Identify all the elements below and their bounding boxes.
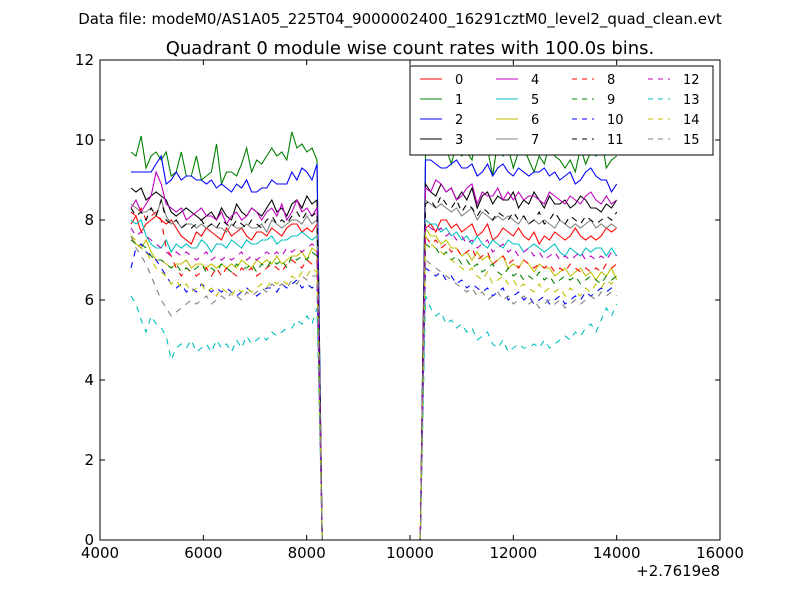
y-tick-label-2: 4 <box>84 371 94 389</box>
series-lines <box>130 114 618 541</box>
series-line-4 <box>130 170 618 541</box>
series-line-11 <box>130 194 618 541</box>
legend-label-6: 6 <box>531 113 539 128</box>
legend-box <box>409 65 714 156</box>
legend-label-15: 15 <box>683 133 700 148</box>
legend-label-8: 8 <box>607 73 615 88</box>
series-line-6 <box>130 226 618 541</box>
legend-label-4: 4 <box>531 73 539 88</box>
x-tick-label-2: 8000 <box>288 544 326 562</box>
y-tick-label-4: 8 <box>84 211 94 229</box>
series-line-14 <box>130 234 618 541</box>
legend-label-3: 3 <box>455 133 463 148</box>
legend-label-7: 7 <box>531 133 539 148</box>
y-tick-label-3: 6 <box>84 291 94 309</box>
x-tick-label-5: 14000 <box>593 544 641 562</box>
y-tick-label-6: 12 <box>75 51 94 69</box>
series-line-9 <box>130 239 618 541</box>
legend-label-11: 11 <box>607 133 624 148</box>
x-tick-label-3: 10000 <box>386 544 434 562</box>
x-tick-label-4: 12000 <box>489 544 537 562</box>
x-tick-label-0: 4000 <box>81 544 119 562</box>
series-line-1 <box>130 114 618 541</box>
series-line-2 <box>131 154 618 541</box>
y-tick-label-0: 0 <box>84 531 94 549</box>
legend-label-13: 13 <box>683 93 700 108</box>
legend-label-14: 14 <box>683 113 700 128</box>
x-tick-label-1: 6000 <box>184 544 222 562</box>
x-offset-label: +2.7619e8 <box>636 562 720 580</box>
legend-label-1: 1 <box>455 93 463 108</box>
legend-label-12: 12 <box>683 73 700 88</box>
legend-label-10: 10 <box>607 113 624 128</box>
legend-label-2: 2 <box>455 113 463 128</box>
series-line-13 <box>130 295 618 541</box>
series-line-8 <box>130 206 618 541</box>
y-tick-label-1: 2 <box>84 451 94 469</box>
data-file-suptitle: Data file: modeM0/AS1A05_225T04_90000024… <box>78 10 722 29</box>
legend-label-0: 0 <box>455 73 463 88</box>
legend-label-9: 9 <box>607 93 615 108</box>
axis-ticks: 4000 6000 8000 10000 12000 14000 1600002468101… <box>75 51 744 562</box>
legend-label-5: 5 <box>531 93 539 108</box>
series-line-15 <box>130 235 618 541</box>
series-line-12 <box>130 222 618 541</box>
chart-title: Quadrant 0 module wise count rates with … <box>166 38 655 59</box>
series-line-0 <box>130 214 618 541</box>
x-tick-label-6: 16000 <box>696 544 744 562</box>
y-tick-label-5: 10 <box>75 131 94 149</box>
